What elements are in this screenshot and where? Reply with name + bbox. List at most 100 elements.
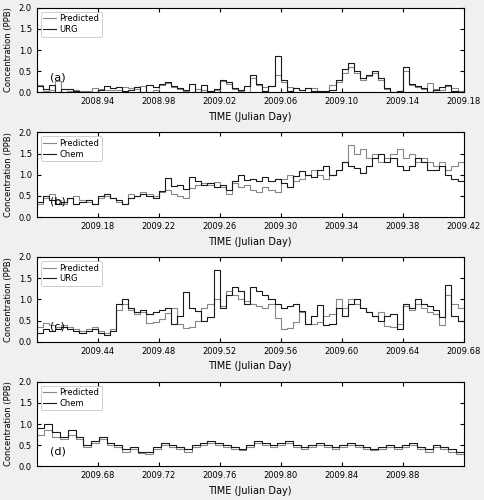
Chem xyxy=(437,444,442,450)
Predicted xyxy=(460,88,466,94)
Predicted xyxy=(34,82,40,88)
Predicted xyxy=(76,328,82,334)
Chem xyxy=(166,442,171,448)
Chem xyxy=(375,150,380,156)
Chem xyxy=(135,448,140,454)
URG xyxy=(460,318,466,324)
URG xyxy=(460,89,466,95)
URG xyxy=(52,82,58,87)
Predicted xyxy=(437,446,442,452)
Legend: Predicted, Chem: Predicted, Chem xyxy=(41,386,101,410)
Chem xyxy=(52,197,58,203)
URG xyxy=(34,82,40,88)
Chem xyxy=(344,442,349,448)
URG xyxy=(113,84,119,90)
URG xyxy=(247,72,253,78)
Chem xyxy=(52,202,58,207)
Chem xyxy=(452,448,458,454)
Legend: Predicted, URG: Predicted, URG xyxy=(41,12,101,36)
Predicted xyxy=(58,202,64,207)
Y-axis label: Concentration (PPB): Concentration (PPB) xyxy=(4,257,13,342)
URG xyxy=(58,86,64,92)
Text: (c): (c) xyxy=(49,322,64,332)
Legend: Predicted, URG: Predicted, URG xyxy=(41,261,101,286)
Predicted xyxy=(64,90,70,96)
URG xyxy=(271,54,277,60)
URG xyxy=(210,266,216,272)
Predicted xyxy=(113,195,119,201)
Predicted xyxy=(52,191,58,197)
Chem xyxy=(34,426,40,432)
Chem xyxy=(42,421,47,427)
Predicted xyxy=(247,74,253,80)
Line: URG: URG xyxy=(37,270,463,336)
Chem xyxy=(247,176,253,182)
Predicted xyxy=(142,450,148,456)
URG xyxy=(76,330,82,336)
X-axis label: TIME (Julian Day): TIME (Julian Day) xyxy=(208,236,291,246)
URG xyxy=(113,300,119,306)
URG xyxy=(101,332,106,338)
Predicted xyxy=(460,159,466,165)
Chem xyxy=(235,446,241,452)
Chem xyxy=(216,184,222,190)
Predicted xyxy=(460,305,466,311)
Predicted xyxy=(460,450,466,456)
Line: Chem: Chem xyxy=(37,424,463,452)
URG xyxy=(76,89,82,95)
Predicted xyxy=(113,87,119,93)
Predicted xyxy=(344,142,350,148)
Predicted xyxy=(34,202,40,207)
Line: Predicted: Predicted xyxy=(37,145,463,204)
Predicted xyxy=(452,450,458,456)
Chem xyxy=(82,200,88,205)
Legend: Predicted, Chem: Predicted, Chem xyxy=(41,136,101,161)
Y-axis label: Concentration (PPB): Concentration (PPB) xyxy=(4,132,13,217)
Line: Predicted: Predicted xyxy=(37,291,463,334)
Line: Chem: Chem xyxy=(37,154,463,204)
Text: (a): (a) xyxy=(49,72,65,83)
Predicted xyxy=(344,444,349,450)
Chem xyxy=(113,197,119,203)
URG xyxy=(216,305,222,311)
Predicted xyxy=(216,296,222,302)
Chem xyxy=(34,200,40,205)
URG xyxy=(58,324,64,330)
Predicted xyxy=(82,88,88,94)
Y-axis label: Concentration (PPB): Concentration (PPB) xyxy=(4,8,13,92)
URG xyxy=(253,284,258,290)
Predicted xyxy=(247,182,253,188)
URG xyxy=(34,330,40,336)
X-axis label: TIME (Julian Day): TIME (Julian Day) xyxy=(208,112,291,122)
URG xyxy=(82,90,88,96)
Predicted xyxy=(52,322,58,328)
URG xyxy=(52,328,58,334)
Predicted xyxy=(251,444,257,450)
Predicted xyxy=(235,448,241,454)
Chem xyxy=(251,442,257,448)
X-axis label: TIME (Julian Day): TIME (Julian Day) xyxy=(208,486,291,496)
Predicted xyxy=(34,432,40,438)
Line: Predicted: Predicted xyxy=(37,67,463,92)
Predicted xyxy=(216,87,222,93)
Text: (d): (d) xyxy=(49,446,65,456)
Predicted xyxy=(166,444,171,450)
Line: URG: URG xyxy=(37,56,463,92)
Predicted xyxy=(52,88,58,94)
URG xyxy=(216,86,222,92)
Predicted xyxy=(113,307,119,313)
Predicted xyxy=(34,324,40,330)
Text: (b): (b) xyxy=(49,197,65,207)
Chem xyxy=(460,448,466,454)
Predicted xyxy=(253,300,258,306)
Predicted xyxy=(454,159,459,165)
Predicted xyxy=(344,64,350,70)
Line: Predicted: Predicted xyxy=(37,430,463,454)
Predicted xyxy=(58,322,64,328)
Y-axis label: Concentration (PPB): Concentration (PPB) xyxy=(4,382,13,466)
X-axis label: TIME (Julian Day): TIME (Julian Day) xyxy=(208,361,291,371)
Predicted xyxy=(76,197,82,203)
Predicted xyxy=(42,428,47,434)
Predicted xyxy=(58,90,64,96)
Predicted xyxy=(223,288,228,294)
